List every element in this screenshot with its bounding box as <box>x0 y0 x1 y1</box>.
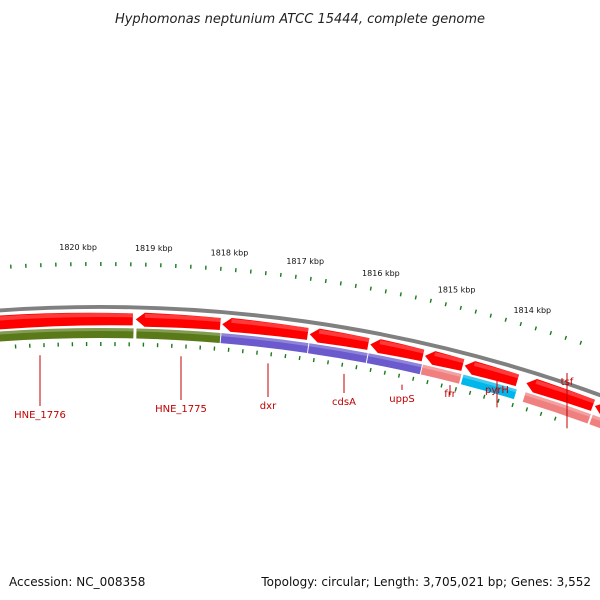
minor-tick-inner <box>355 365 358 370</box>
gene-label-upps: uppS <box>389 394 414 405</box>
kbp-label: 1814 kbp <box>513 306 551 315</box>
cog-highlight <box>221 333 309 347</box>
minor-tick-inner <box>369 367 372 373</box>
cds-highlight <box>231 319 309 332</box>
cds-arrow-tsf <box>526 379 595 411</box>
cog-segment-upps <box>366 353 422 375</box>
minor-tick <box>339 281 342 286</box>
minor-tick <box>294 274 297 279</box>
gene-label-cdsa: cdsA <box>332 397 356 408</box>
minor-tick-inner <box>454 386 458 392</box>
cds-arrow-next <box>594 404 600 415</box>
cog-highlight <box>422 364 462 377</box>
cds-highlight <box>0 313 133 321</box>
cog-segment-tsf <box>522 392 591 424</box>
minor-tick <box>474 309 477 314</box>
minor-tick-inner <box>312 358 315 363</box>
minor-tick <box>459 305 462 310</box>
cds-highlight <box>318 329 370 343</box>
cog-segment-frr <box>420 364 462 384</box>
cds-highlight <box>434 352 465 364</box>
cog-segment-hne-1775 <box>136 328 221 343</box>
gene-label-frr: frr <box>444 389 456 400</box>
minor-tick <box>399 292 402 297</box>
cds-highlight <box>535 380 595 404</box>
cds-highlight <box>379 340 425 354</box>
minor-tick-inner <box>298 355 301 361</box>
cog-highlight <box>462 374 517 393</box>
minor-tick-inner <box>412 376 415 381</box>
cog-segment-dxr <box>220 333 309 353</box>
cog-highlight <box>368 353 422 368</box>
cds-track <box>0 312 600 415</box>
cog-highlight <box>0 328 134 335</box>
minor-tick-inner <box>341 362 344 367</box>
minor-tick-inner <box>483 394 486 399</box>
cds-highlight <box>144 313 221 322</box>
topology-text: Topology: circular; Length: 3,705,021 bp… <box>260 575 591 589</box>
gene-labels: HNE_1776 HNE_1775 dxr cdsA uppS frr pyrH tsf <box>14 355 574 429</box>
cog-segment-cdsa <box>307 343 368 363</box>
minor-tick-inner <box>525 407 529 412</box>
minor-tick <box>309 276 312 281</box>
minor-tick-inner <box>284 354 287 359</box>
kbp-label: 1820 kbp <box>59 243 97 252</box>
minor-tick-inner <box>383 370 386 375</box>
gene-label-tsf: tsf <box>561 377 574 388</box>
minor-tick-inner <box>511 402 514 408</box>
minor-tick <box>489 313 492 318</box>
gene-label-dxr: dxr <box>260 401 277 412</box>
cds-highlight <box>473 362 520 379</box>
minor-tick <box>384 289 387 294</box>
minor-tick <box>579 340 583 345</box>
minor-tick <box>564 335 568 340</box>
cds-arrow-pyrh <box>464 361 520 387</box>
minor-tick-inner <box>397 373 401 378</box>
minor-tick <box>429 298 432 303</box>
kbp-label: 1819 kbp <box>135 244 173 253</box>
minor-tick <box>369 286 372 291</box>
minor-tick <box>414 295 417 300</box>
cog-highlight <box>591 414 600 421</box>
kbp-label: 1816 kbp <box>362 269 400 278</box>
minor-tick-inner <box>440 383 443 388</box>
cog-segment-hne-1776 <box>0 328 134 342</box>
scale-ticks: 1820 kbp 1819 kbp 1818 kbp 1817 kbp 1816 kbp… <box>10 243 583 421</box>
minor-tick <box>354 283 357 288</box>
cog-highlight <box>524 392 591 417</box>
gene-label-hne-1776: HNE_1776 <box>14 410 66 421</box>
minor-tick-inner <box>539 411 543 417</box>
minor-tick <box>324 278 327 284</box>
minor-tick-inner <box>553 416 557 421</box>
kbp-label: 1818 kbp <box>211 249 249 258</box>
gene-label-hne-1775: HNE_1775 <box>155 404 207 415</box>
minor-tick <box>444 302 447 307</box>
minor-tick <box>549 330 553 336</box>
map-title: Hyphomonas neptunium ATCC 15444, complet… <box>115 12 485 27</box>
cog-highlight <box>136 328 221 336</box>
cds-arrow-frr <box>425 351 465 371</box>
minor-tick <box>519 321 523 327</box>
minor-tick <box>534 326 538 331</box>
minor-tick-inner <box>468 390 472 395</box>
kbp-label: 1817 kbp <box>286 257 324 266</box>
cog-segment-pyrh <box>460 374 517 400</box>
kbp-label: 1815 kbp <box>438 285 476 294</box>
minor-tick-inner <box>426 379 429 385</box>
minor-tick-inner <box>497 398 500 403</box>
cog-track <box>0 328 600 429</box>
gene-label-pyrh: pyrH <box>485 385 509 396</box>
minor-tick <box>504 317 507 322</box>
cog-highlight <box>309 343 368 356</box>
cog-segment-next <box>589 414 600 429</box>
minor-tick-inner <box>327 360 330 365</box>
accession-text: Accession: NC_008358 <box>9 575 145 589</box>
